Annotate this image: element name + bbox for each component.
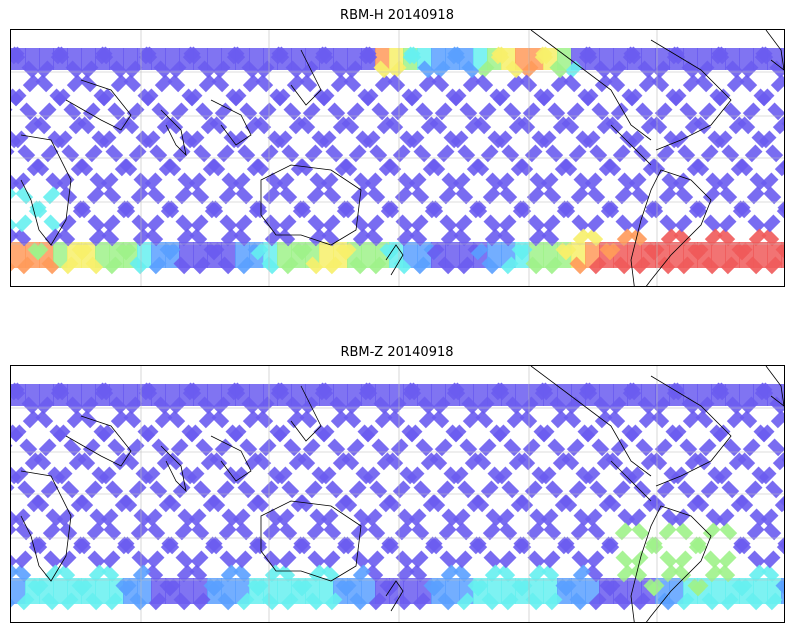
coastline-rbm-h-4: [260, 164, 362, 246]
coastline-rbm-h-2: [160, 109, 187, 157]
coastline-rbm-z-1: [65, 415, 132, 467]
coastline-rbm-z-9: [610, 460, 652, 502]
graticule-rbm-z: [11, 366, 784, 622]
swath-layer-rbm-z: [11, 382, 784, 611]
panel-title-bottom: RBM-Z 20140918: [340, 345, 454, 360]
map-canvas-rbm-z: [11, 366, 784, 622]
map-canvas-rbm-h: [11, 30, 784, 286]
map-panel-rbm-h: [10, 29, 785, 287]
coastline-rbm-z-4: [260, 500, 362, 582]
coastlines-rbm-h: [20, 30, 784, 286]
coastline-rbm-h-9: [610, 124, 652, 166]
graticule-rbm-h: [11, 30, 784, 286]
coastline-rbm-h-6: [385, 244, 404, 276]
coastline-rbm-z-11: [765, 366, 784, 407]
coastline-rbm-h-10: [630, 169, 712, 286]
coastline-rbm-z-8: [650, 375, 732, 487]
panel-title-top: RBM-H 20140918: [340, 8, 454, 23]
map-panel-rbm-z: [10, 365, 785, 623]
coastline-rbm-z-0: [20, 470, 72, 582]
coastlines-rbm-z: [20, 366, 784, 622]
coastline-rbm-h-11: [765, 30, 784, 71]
coastline-rbm-z-5: [290, 385, 322, 442]
coastline-rbm-z-2: [160, 445, 187, 493]
coastline-rbm-h-1: [65, 79, 132, 131]
coastline-rbm-h-3: [210, 99, 252, 146]
coastline-rbm-h-7: [530, 30, 652, 141]
coastline-rbm-z-10: [630, 505, 712, 622]
coastline-rbm-z-3: [210, 435, 252, 482]
swath-layer-rbm-h: [11, 46, 784, 275]
coastline-rbm-h-0: [20, 134, 72, 246]
coastline-rbm-z-6: [385, 580, 404, 612]
coastline-rbm-z-7: [530, 366, 652, 477]
coastline-rbm-h-8: [650, 39, 732, 151]
coastline-rbm-h-5: [290, 49, 322, 106]
